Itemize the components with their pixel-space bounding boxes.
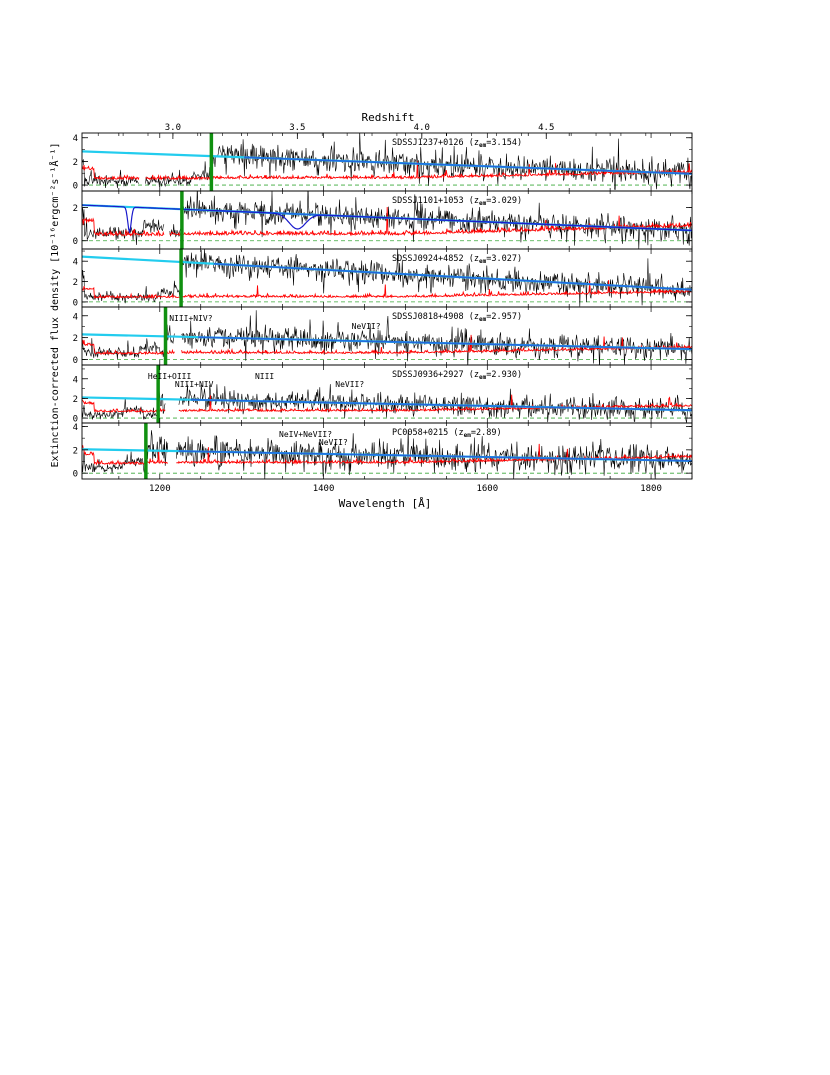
x-tick-label: 1800 bbox=[640, 484, 662, 494]
spectrum-line bbox=[82, 430, 169, 474]
spectrum-line bbox=[181, 310, 692, 365]
spectrum-line bbox=[178, 384, 692, 423]
error-line bbox=[181, 334, 692, 355]
object-label: SDSSJ1101+1053 (zem=3.029) bbox=[392, 196, 522, 207]
y-tick-label: 4 bbox=[73, 134, 78, 144]
continuum-fit bbox=[198, 336, 692, 350]
top-tick-label: 4.0 bbox=[414, 123, 430, 133]
panel-0: 0 2 4 SDSSJ1237+0126 (zem=3.154) bbox=[73, 132, 693, 192]
panel-2: 0 2 4 SDSSJ0924+4852 (zem=3.027) bbox=[73, 248, 693, 308]
top-tick-label: 4.5 bbox=[538, 123, 554, 133]
spectrum-line bbox=[169, 191, 692, 249]
panel-3: 0 2 4 SDSSJ0818+4908 (zem=2.957) NIII+NIV? Ne… bbox=[73, 306, 693, 366]
object-label: SDSSJ1237+0126 (zem=3.154) bbox=[392, 138, 522, 149]
line-annotation: NeVII? bbox=[319, 438, 348, 447]
x-tick-label: 1200 bbox=[149, 484, 171, 494]
bottom-axis-ticks: 1200 1400 1600 1800 bbox=[149, 484, 662, 494]
object-label: SDSSJ0924+4852 (zem=3.027) bbox=[392, 254, 522, 265]
y-tick-label: 2 bbox=[73, 204, 78, 214]
top-tick-label: 3.5 bbox=[289, 123, 305, 133]
y-tick-label: 2 bbox=[73, 334, 78, 344]
spectrum-line bbox=[82, 249, 692, 307]
line-annotation: HeII+OIII bbox=[148, 372, 192, 381]
line-annotation: NeIV+NeVII? bbox=[279, 430, 332, 439]
x-tick-label: 1600 bbox=[476, 484, 498, 494]
object-label: SDSSJ0936+2927 (zem=2.930) bbox=[392, 370, 522, 381]
object-label: SDSSJ0818+4908 (zem=2.957) bbox=[392, 312, 522, 323]
continuum-fit bbox=[190, 398, 692, 412]
y-tick-label: 2 bbox=[73, 395, 78, 405]
continuum-fit bbox=[178, 450, 692, 462]
spectrum-panels: 0 2 4 SDSSJ1237+0126 (zem=3.154) 0 2 SDSSJ1101… bbox=[73, 132, 693, 480]
error-line bbox=[145, 161, 692, 181]
y-tick-label: 0 bbox=[73, 415, 78, 425]
error-line bbox=[82, 445, 168, 466]
y-tick-label: 4 bbox=[73, 423, 78, 433]
spectrum-line bbox=[82, 207, 165, 246]
y-tick-label: 2 bbox=[73, 278, 78, 288]
error-line bbox=[82, 217, 165, 238]
y-tick-label: 0 bbox=[73, 237, 78, 247]
line-annotation: NeVII? bbox=[352, 322, 381, 331]
continuum-fit bbox=[244, 156, 692, 175]
panel-1: 0 2 SDSSJ1101+1053 (zem=3.029) bbox=[73, 190, 693, 250]
y-tick-label: 4 bbox=[73, 258, 78, 268]
y-tick-label: 4 bbox=[73, 312, 78, 322]
error-line bbox=[82, 339, 175, 356]
spectrum-line bbox=[82, 159, 140, 189]
panel-5: 0 2 4 PC0058+0215 (zem=2.89) NeIV+NeVII?NeVI… bbox=[73, 422, 693, 480]
line-annotation: NIII+NIV bbox=[175, 380, 214, 389]
error-line bbox=[178, 394, 692, 413]
error-line bbox=[82, 165, 140, 181]
panel-frame bbox=[81, 422, 693, 480]
y-tick-label: 2 bbox=[73, 446, 78, 456]
y-axis-label: Extinction-corrected flux density [10⁻¹⁶… bbox=[48, 142, 61, 467]
top-tick-label: 3.0 bbox=[165, 123, 181, 133]
y-tick-label: 0 bbox=[73, 356, 78, 366]
y-tick-label: 0 bbox=[73, 182, 78, 192]
y-tick-label: 0 bbox=[73, 470, 78, 480]
spectrum-line bbox=[176, 429, 692, 479]
error-line bbox=[82, 280, 692, 300]
x-tick-label: 1400 bbox=[313, 484, 335, 494]
error-line bbox=[82, 399, 166, 414]
top-axis-label: Redshift bbox=[362, 111, 415, 124]
error-line bbox=[169, 206, 692, 237]
y-tick-label: 4 bbox=[73, 375, 78, 385]
continuum-fit bbox=[213, 262, 692, 291]
spectrum-line bbox=[82, 385, 166, 420]
top-axis-ticks: 3.0 3.5 4.0 4.5 bbox=[97, 123, 672, 139]
object-label: PC0058+0215 (zem=2.89) bbox=[392, 428, 502, 439]
panel-frame bbox=[81, 248, 693, 308]
x-axis-label: Wavelength [Å] bbox=[339, 497, 432, 510]
line-annotation: NIII bbox=[255, 372, 274, 381]
spectrum-line bbox=[82, 324, 175, 360]
y-tick-label: 2 bbox=[73, 158, 78, 168]
line-annotation: NIII+NIV? bbox=[169, 314, 213, 323]
line-annotation: NeVII? bbox=[335, 380, 364, 389]
y-tick-label: 0 bbox=[73, 298, 78, 308]
